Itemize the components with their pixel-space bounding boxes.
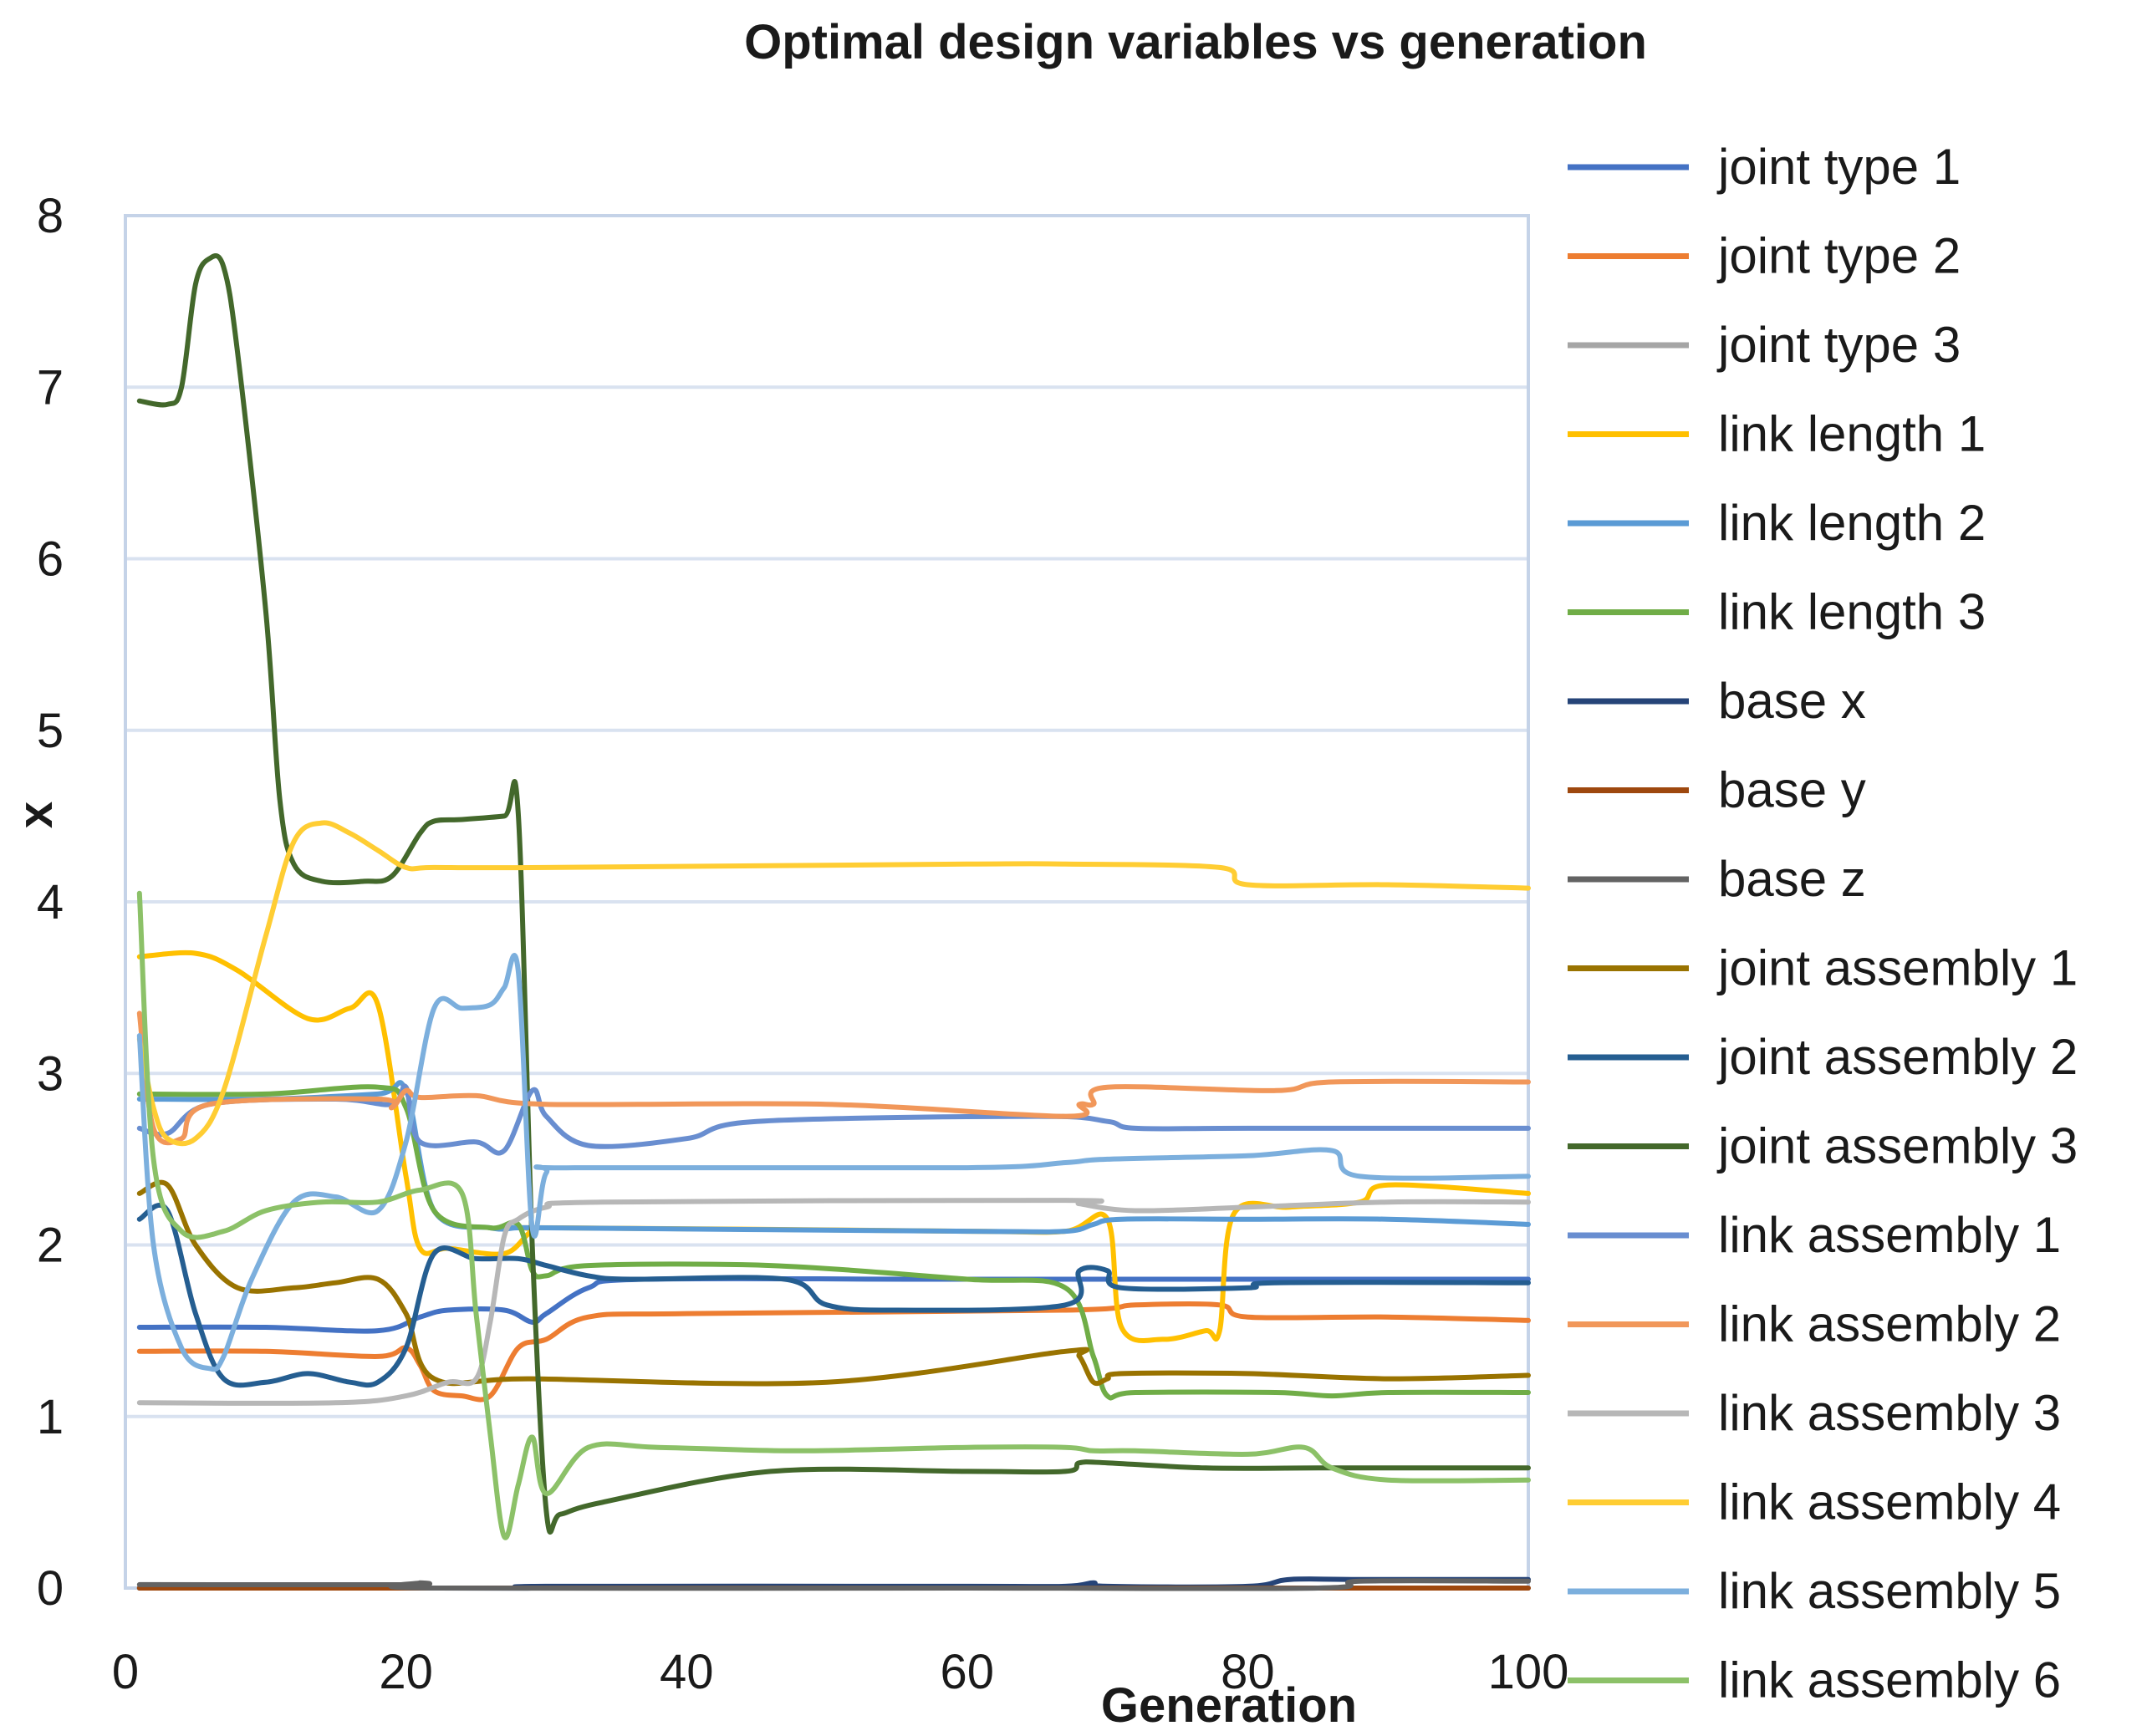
y-tick-label: 0 xyxy=(37,1561,64,1616)
series-line-link-assembly-2 xyxy=(136,1011,1531,1146)
series-line-joint-assembly-3 xyxy=(136,253,1531,1535)
x-tick-label: 80 xyxy=(1221,1645,1275,1699)
x-axis-ticks: 0 20 40 60 80 100 xyxy=(112,1645,1569,1699)
legend-label-joint-assembly-1: joint assembly 1 xyxy=(1716,940,2078,996)
legend-label-link-assembly-4: link assembly 4 xyxy=(1718,1474,2061,1530)
x-tick-label: 100 xyxy=(1488,1645,1569,1699)
legend-label-joint-assembly-3: joint assembly 3 xyxy=(1716,1118,2078,1174)
legend: joint type 1 joint type 2 joint type 3 link… xyxy=(1568,139,2078,1708)
x-tick-label: 60 xyxy=(941,1645,995,1699)
y-tick-label: 8 xyxy=(37,189,64,243)
legend-label-joint-type-1: joint type 1 xyxy=(1716,139,1961,195)
series-lines xyxy=(136,253,1531,1591)
y-tick-label: 7 xyxy=(37,360,64,415)
legend-label-base-z: base z xyxy=(1718,851,1866,907)
chart-title: Optimal design variables vs generation xyxy=(744,15,1647,69)
series-line-link-assembly-5 xyxy=(136,953,1531,1372)
series-line-joint-assembly-1 xyxy=(136,1179,1531,1387)
legend-label-link-assembly-2: link assembly 2 xyxy=(1718,1296,2061,1352)
legend-label-link-assembly-6: link assembly 6 xyxy=(1718,1652,2061,1708)
legend-label-link-assembly-5: link assembly 5 xyxy=(1718,1563,2061,1619)
series-line-link-assembly-3 xyxy=(136,1198,1531,1406)
series-line-link-length-3 xyxy=(136,1084,1531,1401)
series-line-link-assembly-6 xyxy=(136,890,1531,1540)
y-tick-label: 1 xyxy=(37,1390,64,1444)
legend-label-link-assembly-3: link assembly 3 xyxy=(1718,1385,2061,1441)
y-axis-ticks: 0 1 2 3 4 5 6 7 8 xyxy=(37,189,64,1616)
series-line-link-assembly-4 xyxy=(136,820,1531,1147)
legend-label-joint-assembly-2: joint assembly 2 xyxy=(1716,1029,2078,1085)
x-axis-label: Generation xyxy=(1101,1678,1357,1733)
x-tick-label: 40 xyxy=(660,1645,714,1699)
legend-label-link-assembly-1: link assembly 1 xyxy=(1718,1207,2061,1263)
legend-label-base-y: base y xyxy=(1718,762,1866,818)
series-line-joint-type-2 xyxy=(136,1301,1531,1403)
legend-label-link-length-3: link length 3 xyxy=(1718,584,1986,640)
legend-label-joint-type-2: joint type 2 xyxy=(1716,228,1961,284)
series-line-joint-assembly-2 xyxy=(136,1202,1531,1388)
x-tick-label: 0 xyxy=(112,1645,139,1699)
y-tick-label: 5 xyxy=(37,704,64,758)
series-line-base-z xyxy=(136,1578,1531,1591)
legend-label-joint-type-3: joint type 3 xyxy=(1716,317,1961,373)
legend-label-link-length-1: link length 1 xyxy=(1718,406,1986,462)
x-tick-label: 20 xyxy=(379,1645,433,1699)
y-tick-label: 4 xyxy=(37,875,64,929)
y-axis-label: x xyxy=(8,802,63,828)
y-tick-label: 2 xyxy=(37,1219,64,1273)
y-tick-label: 3 xyxy=(37,1046,64,1101)
y-tick-label: 6 xyxy=(37,532,64,587)
legend-label-base-x: base x xyxy=(1718,673,1866,729)
legend-label-link-length-2: link length 2 xyxy=(1718,495,1986,551)
